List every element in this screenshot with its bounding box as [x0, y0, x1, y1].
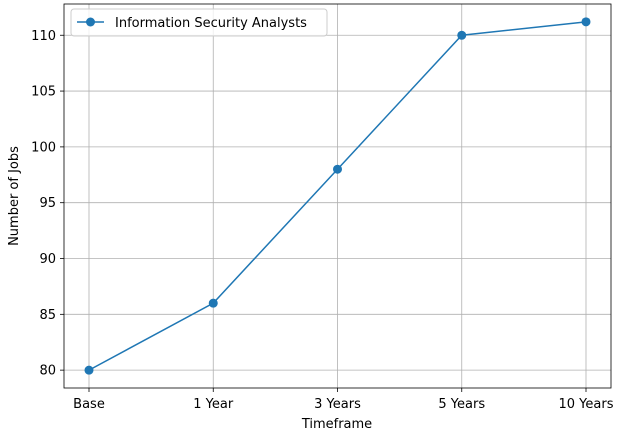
ticks-layer: Base 1 Year 3 Years 5 Years 10 Years 80 85 90 95…	[31, 29, 614, 412]
legend-entry-label: Information Security Analysts	[115, 16, 307, 31]
y-tick-label: 105	[31, 85, 56, 100]
x-tick-label: 3 Years	[314, 397, 361, 412]
x-axis-label: Timeframe	[301, 417, 372, 432]
legend: Information Security Analysts	[70, 8, 328, 37]
legend-box	[70, 8, 328, 37]
x-tick-label: 1 Year	[193, 397, 234, 412]
y-tick-label: 90	[39, 252, 56, 267]
series-layer	[84, 17, 591, 375]
legend-marker-swatch	[86, 17, 95, 27]
y-tick-label: 95	[39, 196, 56, 211]
x-tick-label: 10 Years	[559, 397, 614, 412]
y-tick-label: 110	[31, 29, 56, 44]
y-axis-label: Number of Jobs	[7, 146, 22, 246]
x-tick-label: 5 Years	[438, 397, 485, 412]
data-point	[581, 17, 591, 27]
x-tick-label: Base	[73, 397, 105, 412]
grid-layer	[64, 4, 611, 388]
data-point	[333, 164, 342, 174]
y-tick-label: 100	[31, 140, 56, 155]
y-tick-label: 80	[39, 364, 56, 379]
y-tick-label: 85	[39, 308, 56, 323]
data-point	[457, 30, 467, 40]
data-point	[208, 298, 218, 308]
data-point	[84, 365, 94, 375]
